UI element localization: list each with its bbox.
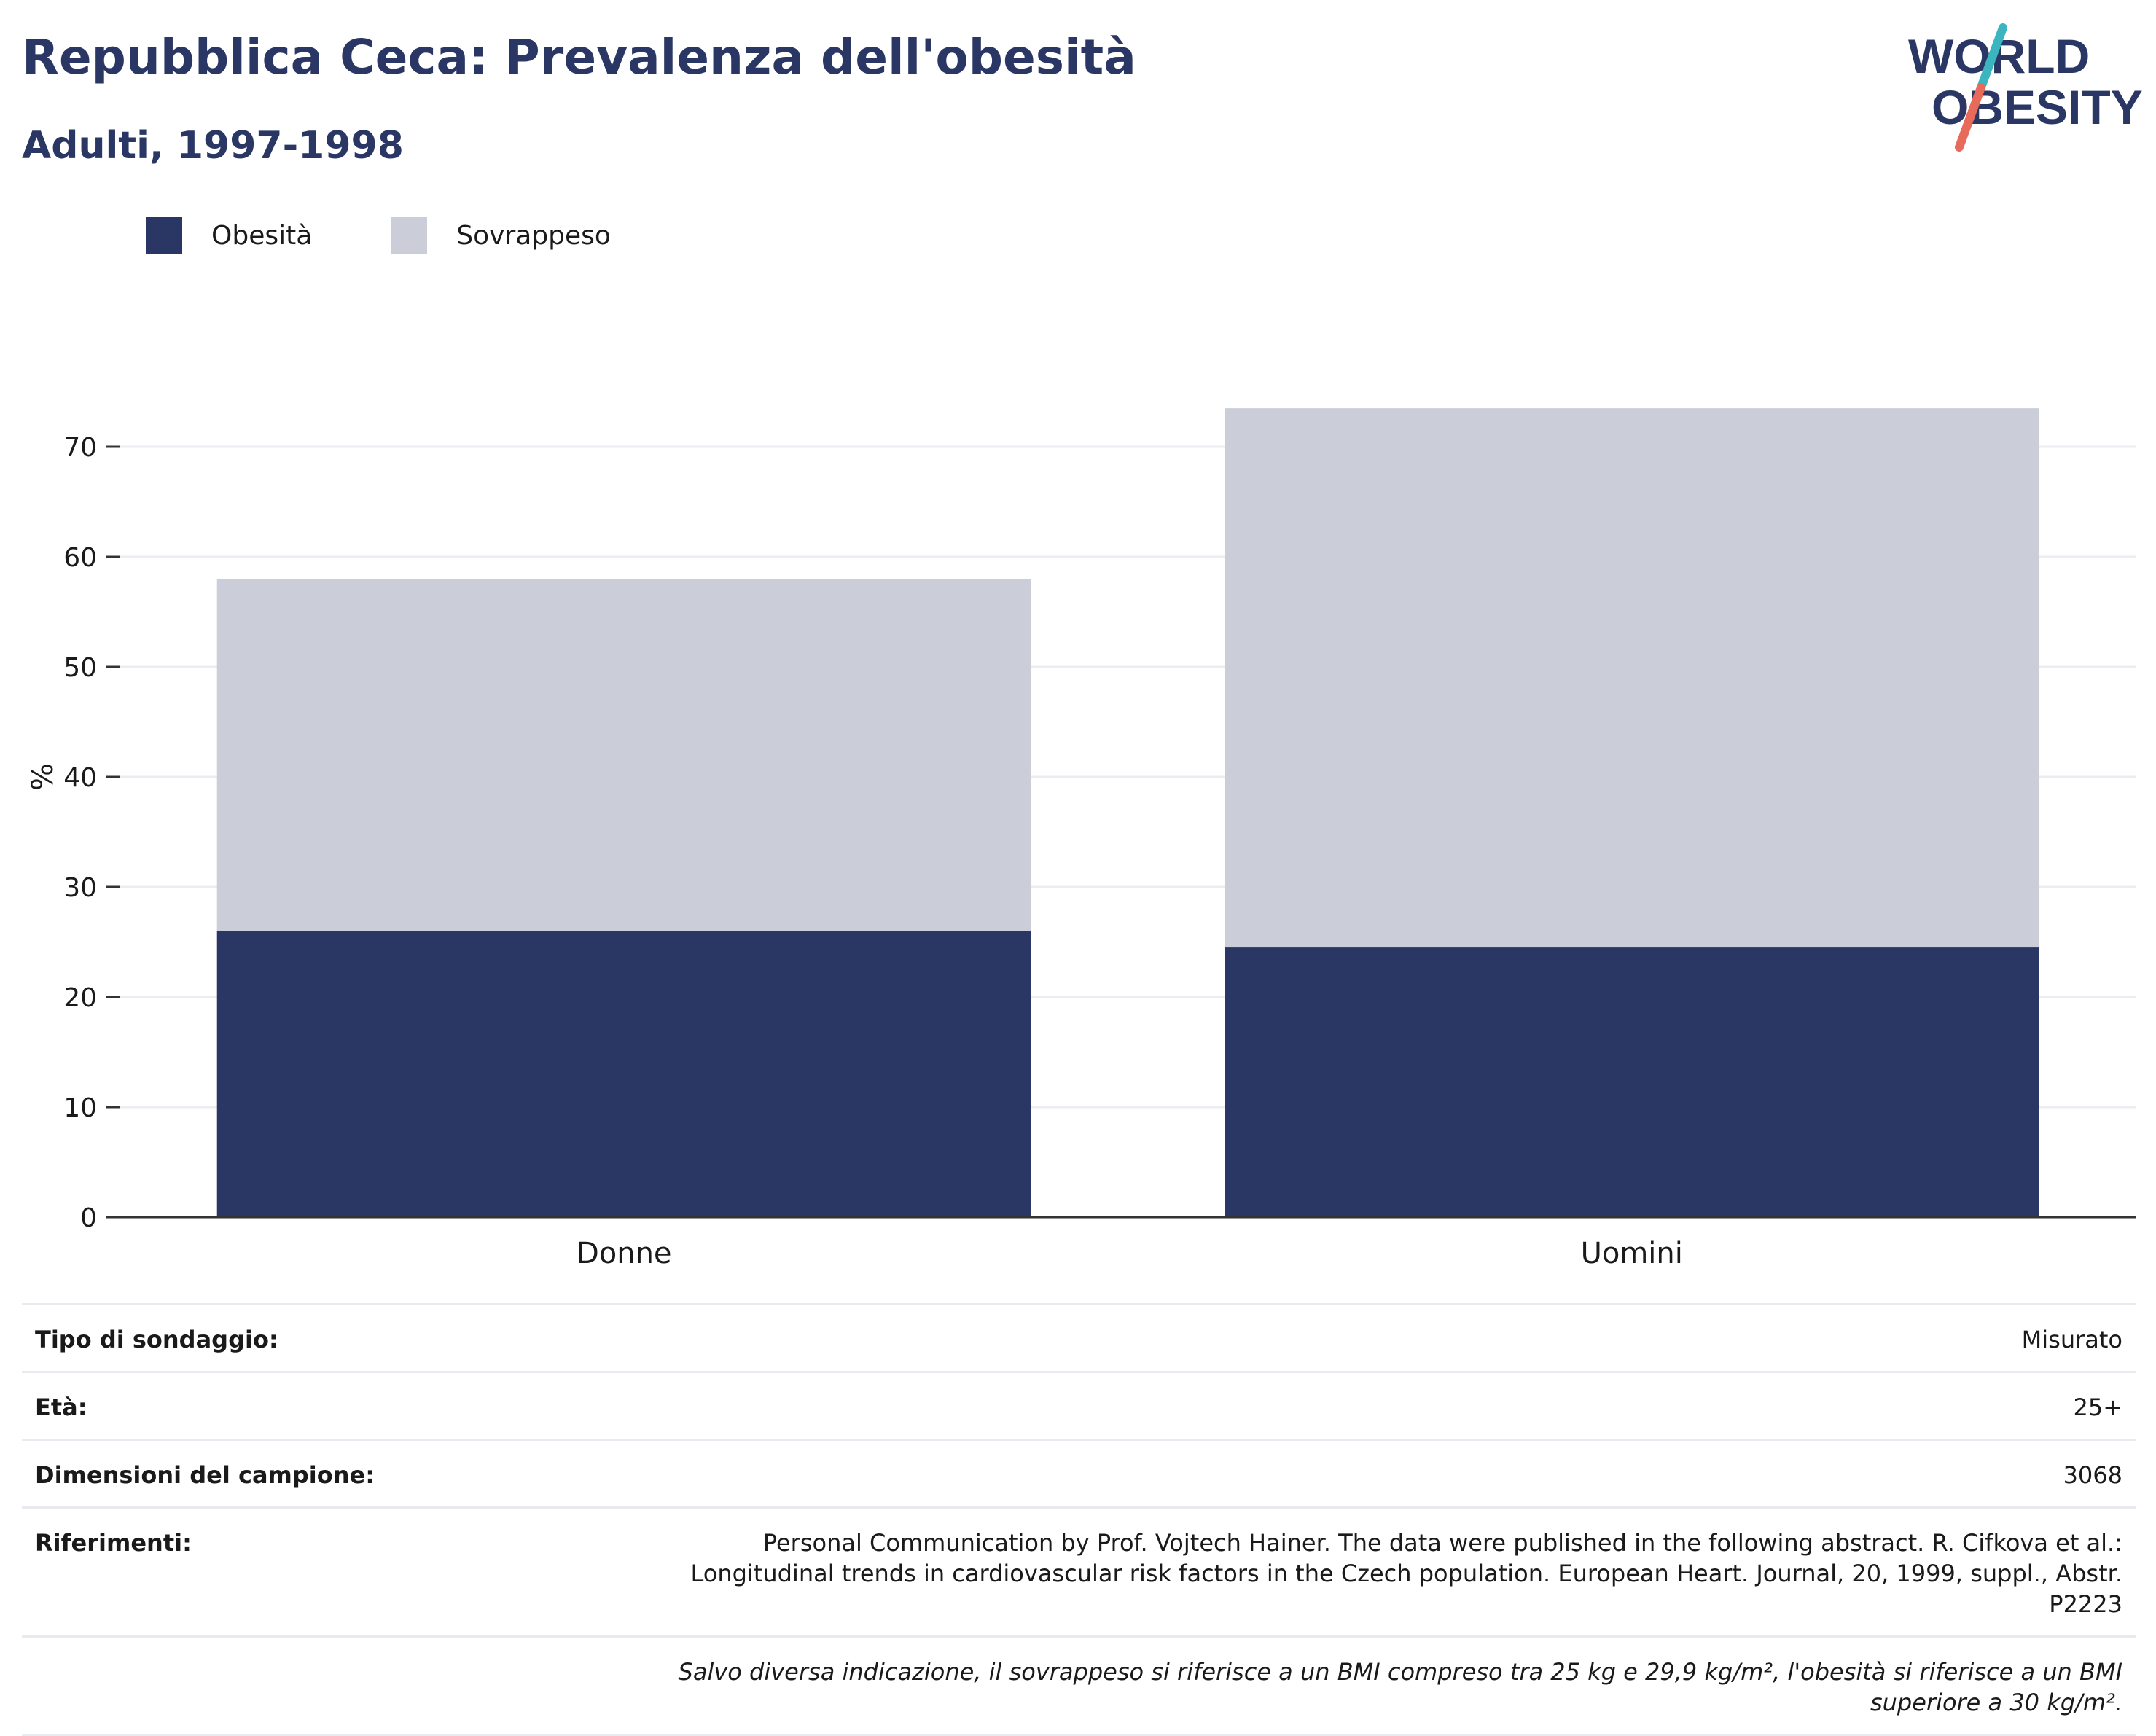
info-value-references: Personal Communication by Prof. Vojtech … [690,1529,2122,1618]
logo-slash-coral [1955,83,1985,152]
chart-title: Repubblica Ceca: Prevalenza dell'obesità [22,29,1136,85]
y-axis-label: % [26,763,60,791]
world-obesity-logo: WORLD OBESITY [1908,23,2143,152]
info-label-references: Riferimenti: [35,1529,192,1557]
info-value-sample-size: 3068 [2063,1461,2122,1489]
y-tick-label: 60 [63,543,97,573]
info-value-survey-type: Misurato [2021,1326,2122,1353]
logo-slash-teal [1977,23,2007,92]
legend-item-obesity[interactable]: Obesità [146,217,312,254]
info-row-survey-type: Tipo di sondaggio: Misurato [22,1303,2136,1371]
bar-obesity-uomini [1225,947,2039,1217]
bar-overweight-donne [216,579,1031,931]
y-tick-label: 70 [63,433,97,463]
bar-obesity-donne [216,931,1031,1217]
chart-legend: Obesità Sovrappeso [146,217,690,254]
survey-info-table: Tipo di sondaggio: Misurato Età: 25+ Dim… [22,1303,2136,1736]
legend-item-overweight[interactable]: Sovrappeso [391,217,611,254]
info-label-age: Età: [35,1393,87,1421]
y-tick-label: 50 [63,653,97,683]
stacked-bar-chart: 0 10 20 30 40 50 60 70% Donne Uomini [26,408,2136,1268]
info-row-references: Riferimenti: Personal Communication by P… [22,1506,2136,1635]
x-tick-label: Uomini [1581,1237,1683,1268]
info-row-age: Età: 25+ [22,1371,2136,1439]
y-tick-label: 40 [63,763,97,793]
info-value-age: 25+ [2073,1393,2122,1421]
legend-label-overweight: Sovrappeso [456,220,611,251]
y-tick-label: 0 [80,1203,97,1233]
y-tick-label: 10 [63,1093,97,1123]
y-tick-label: 30 [63,873,97,903]
info-label-sample-size: Dimensioni del campione: [35,1461,375,1489]
legend-label-obesity: Obesità [211,220,313,251]
x-tick-label: Donne [577,1237,672,1268]
legend-swatch-overweight [391,217,428,254]
bar-overweight-uomini [1225,408,2039,948]
bmi-definition-note: Salvo diversa indicazione, il sovrappeso… [22,1635,2136,1736]
chart-subtitle: Adulti, 1997-1998 [22,124,404,168]
info-label-survey-type: Tipo di sondaggio: [35,1326,278,1353]
legend-swatch-obesity [146,217,182,254]
bmi-note-text: Salvo diversa indicazione, il sovrappeso… [678,1658,2122,1716]
info-row-sample-size: Dimensioni del campione: 3068 [22,1439,2136,1506]
y-tick-label: 20 [63,983,97,1013]
